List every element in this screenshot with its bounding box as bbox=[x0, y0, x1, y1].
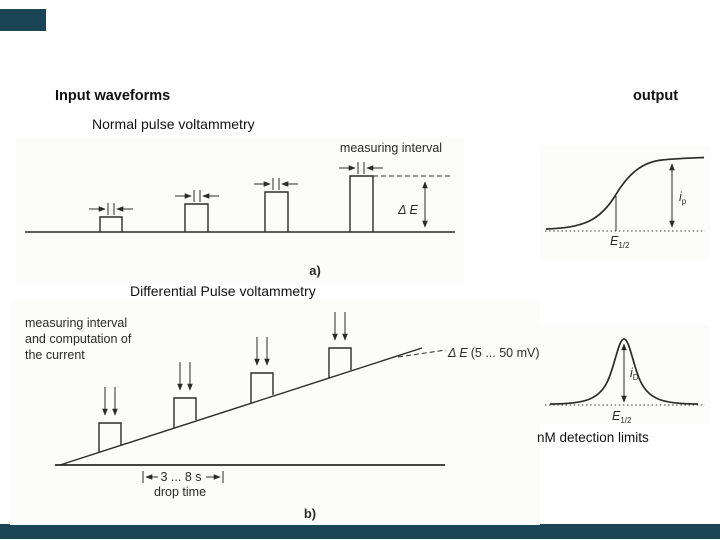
figure-b-caption: b) bbox=[304, 506, 316, 521]
accent-block-top-left bbox=[0, 9, 46, 31]
npv-input-figure: measuring interval bbox=[15, 138, 465, 283]
dpv-output-drawing: iD E1/2 bbox=[545, 338, 705, 425]
peak-curve bbox=[549, 338, 699, 405]
npv-pulse-1 bbox=[89, 203, 133, 232]
measuring-interval-marker bbox=[254, 178, 298, 190]
dpv-waveform-drawing: measuring interval and computation of th… bbox=[25, 312, 540, 521]
dpv-section-title: Differential Pulse voltammetry bbox=[130, 283, 316, 299]
header-input-waveforms: Input waveforms bbox=[55, 88, 171, 104]
dpv-pulse-1 bbox=[98, 387, 122, 453]
npv-pulse-4 bbox=[339, 162, 383, 232]
header-output: output bbox=[633, 88, 679, 104]
npv-section-title: Normal pulse voltammetry bbox=[92, 116, 255, 132]
half-wave-potential-label: E1/2 bbox=[610, 234, 630, 250]
drop-time-annotation: 3 ... 8 s drop time bbox=[142, 470, 224, 499]
dpv-left-label-line1: measuring interval bbox=[25, 316, 127, 330]
detection-limits-note: nM detection limits bbox=[537, 430, 649, 445]
peak-current-label: ip bbox=[679, 190, 687, 206]
dpv-ramp bbox=[59, 347, 423, 466]
half-wave-potential-label: E1/2 bbox=[612, 409, 632, 425]
dpv-left-label-line2: and computation of bbox=[25, 332, 132, 346]
measuring-interval-marker bbox=[89, 203, 133, 215]
peak-current-label: iD bbox=[630, 366, 639, 382]
npv-pulse-3 bbox=[254, 178, 298, 232]
sigmoid-curve bbox=[545, 156, 705, 230]
measuring-interval-marker bbox=[175, 190, 219, 202]
delta-e-label: Δ E bbox=[397, 203, 418, 217]
npv-output-drawing: ip E1/2 bbox=[545, 156, 705, 250]
measuring-interval-label: measuring interval bbox=[340, 141, 442, 155]
dpv-input-figure: measuring interval and computation of th… bbox=[10, 300, 540, 525]
drop-time-value: 3 ... 8 s bbox=[161, 470, 202, 484]
dpv-pulse-3 bbox=[250, 337, 274, 403]
figure-a-caption: a) bbox=[309, 263, 321, 278]
measuring-interval-marker bbox=[339, 162, 383, 174]
dpv-left-label-line3: the current bbox=[25, 348, 85, 362]
dpv-delta-e-label: Δ E (5 ... 50 mV) bbox=[447, 346, 540, 360]
npv-waveform-drawing: measuring interval bbox=[25, 141, 455, 278]
drop-time-label: drop time bbox=[154, 485, 206, 499]
dpv-pulse-4 bbox=[328, 312, 352, 378]
npv-output-figure: ip E1/2 bbox=[540, 145, 710, 260]
dpv-output-figure: iD E1/2 bbox=[540, 325, 710, 425]
dpv-pulse-2 bbox=[173, 362, 197, 428]
accent-bar-bottom bbox=[0, 524, 720, 539]
npv-pulse-2 bbox=[175, 190, 219, 232]
delta-e-dashed-line bbox=[397, 349, 447, 358]
